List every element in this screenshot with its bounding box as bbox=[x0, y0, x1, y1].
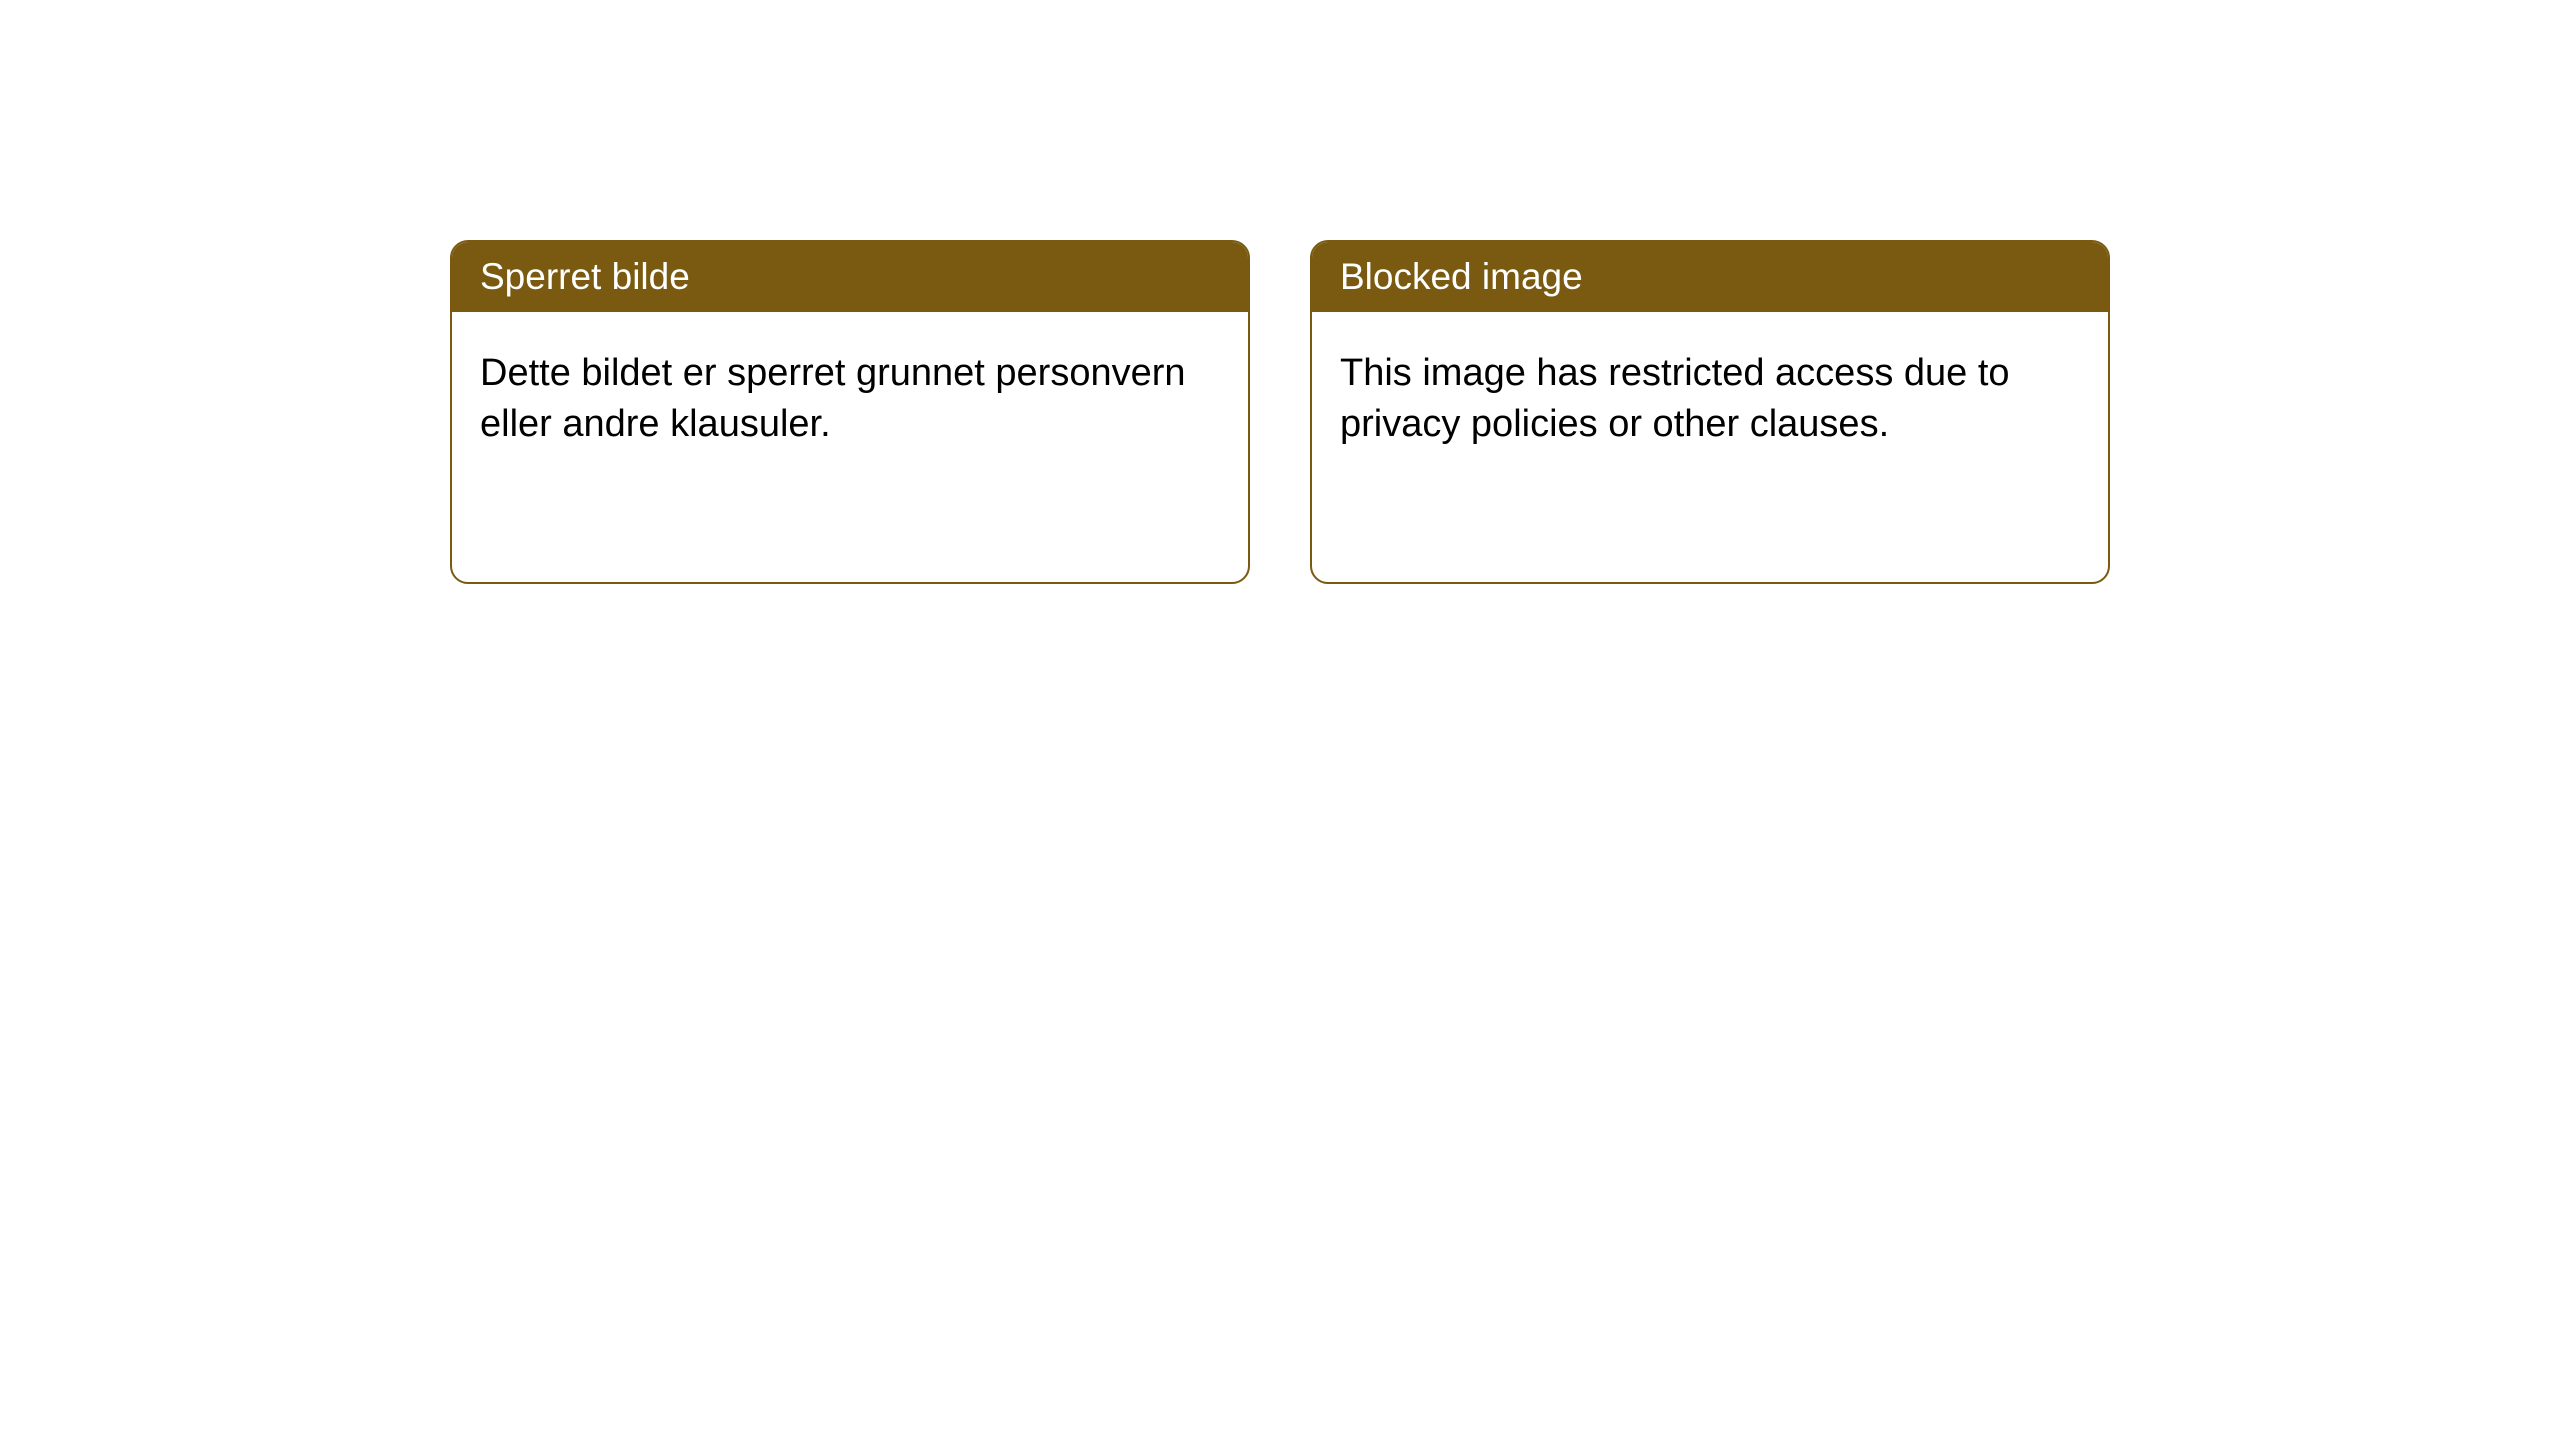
notice-card-no: Sperret bilde Dette bildet er sperret gr… bbox=[450, 240, 1250, 584]
notice-title-en: Blocked image bbox=[1312, 242, 2108, 312]
notice-body-en: This image has restricted access due to … bbox=[1312, 312, 2108, 582]
notice-row: Sperret bilde Dette bildet er sperret gr… bbox=[0, 0, 2560, 584]
notice-card-en: Blocked image This image has restricted … bbox=[1310, 240, 2110, 584]
notice-body-no: Dette bildet er sperret grunnet personve… bbox=[452, 312, 1248, 582]
notice-title-no: Sperret bilde bbox=[452, 242, 1248, 312]
